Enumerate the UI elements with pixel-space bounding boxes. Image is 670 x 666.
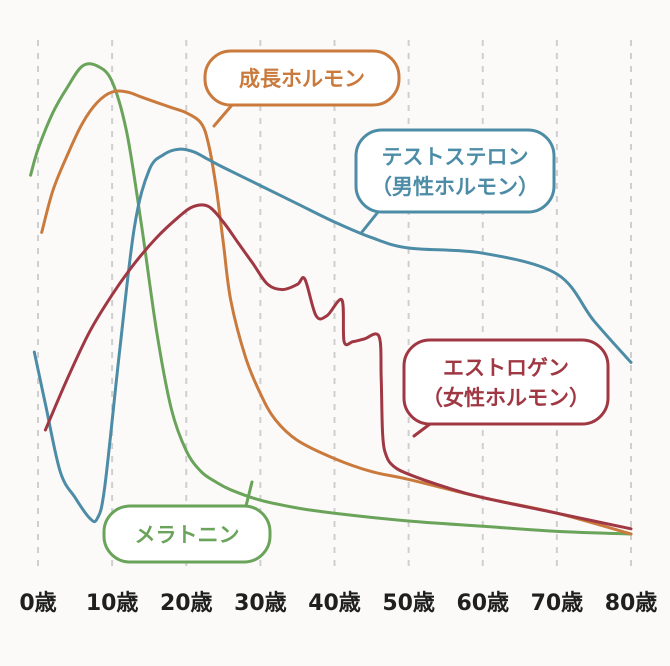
estrogen-line: [43, 203, 633, 531]
x-tick-label: 0歳: [19, 591, 56, 616]
growth-hormone-line: [40, 89, 633, 536]
callout-label: テストステロン: [382, 145, 529, 169]
callout-leader: [212, 103, 234, 128]
x-tick-label: 20歳: [160, 591, 213, 616]
melatonin-line: [29, 62, 633, 536]
callout-label: メラトニン: [135, 523, 240, 547]
series-lines: [29, 62, 633, 536]
melatonin-callout: メラトニン: [102, 480, 272, 564]
callout-label: エストロゲン: [443, 356, 569, 380]
callout-leader: [244, 480, 254, 508]
callout-leader: [412, 422, 432, 438]
x-tick-label: 70歳: [531, 591, 584, 616]
callout-box: [402, 338, 610, 426]
callout-box: [102, 504, 272, 564]
x-tick-labels: 0歳 10歳 20歳 30歳 40歳 50歳 60歳 70歳 80歳: [19, 591, 657, 616]
x-tick-label: 60歳: [456, 591, 509, 616]
callout-label: （女性ホルモン）: [422, 386, 590, 410]
callout-label: （男性ホルモン）: [371, 175, 539, 199]
x-tick-label: 10歳: [86, 591, 139, 616]
x-tick-label: 50歳: [382, 591, 435, 616]
x-tick-label: 30歳: [234, 591, 287, 616]
callout-leader: [360, 210, 380, 234]
estrogen-callout: エストロゲン （女性ホルモン）: [402, 338, 610, 438]
testosterone-callout: テストステロン （男性ホルモン）: [354, 128, 556, 234]
testosterone-line: [32, 147, 633, 524]
x-tick-label: 80歳: [605, 591, 658, 616]
callout-label: 成長ホルモン: [239, 67, 365, 91]
callout-box: [354, 128, 556, 214]
callout-box: [203, 49, 401, 107]
x-tick-label: 40歳: [308, 591, 361, 616]
growth-hormone-callout: 成長ホルモン: [203, 49, 401, 128]
